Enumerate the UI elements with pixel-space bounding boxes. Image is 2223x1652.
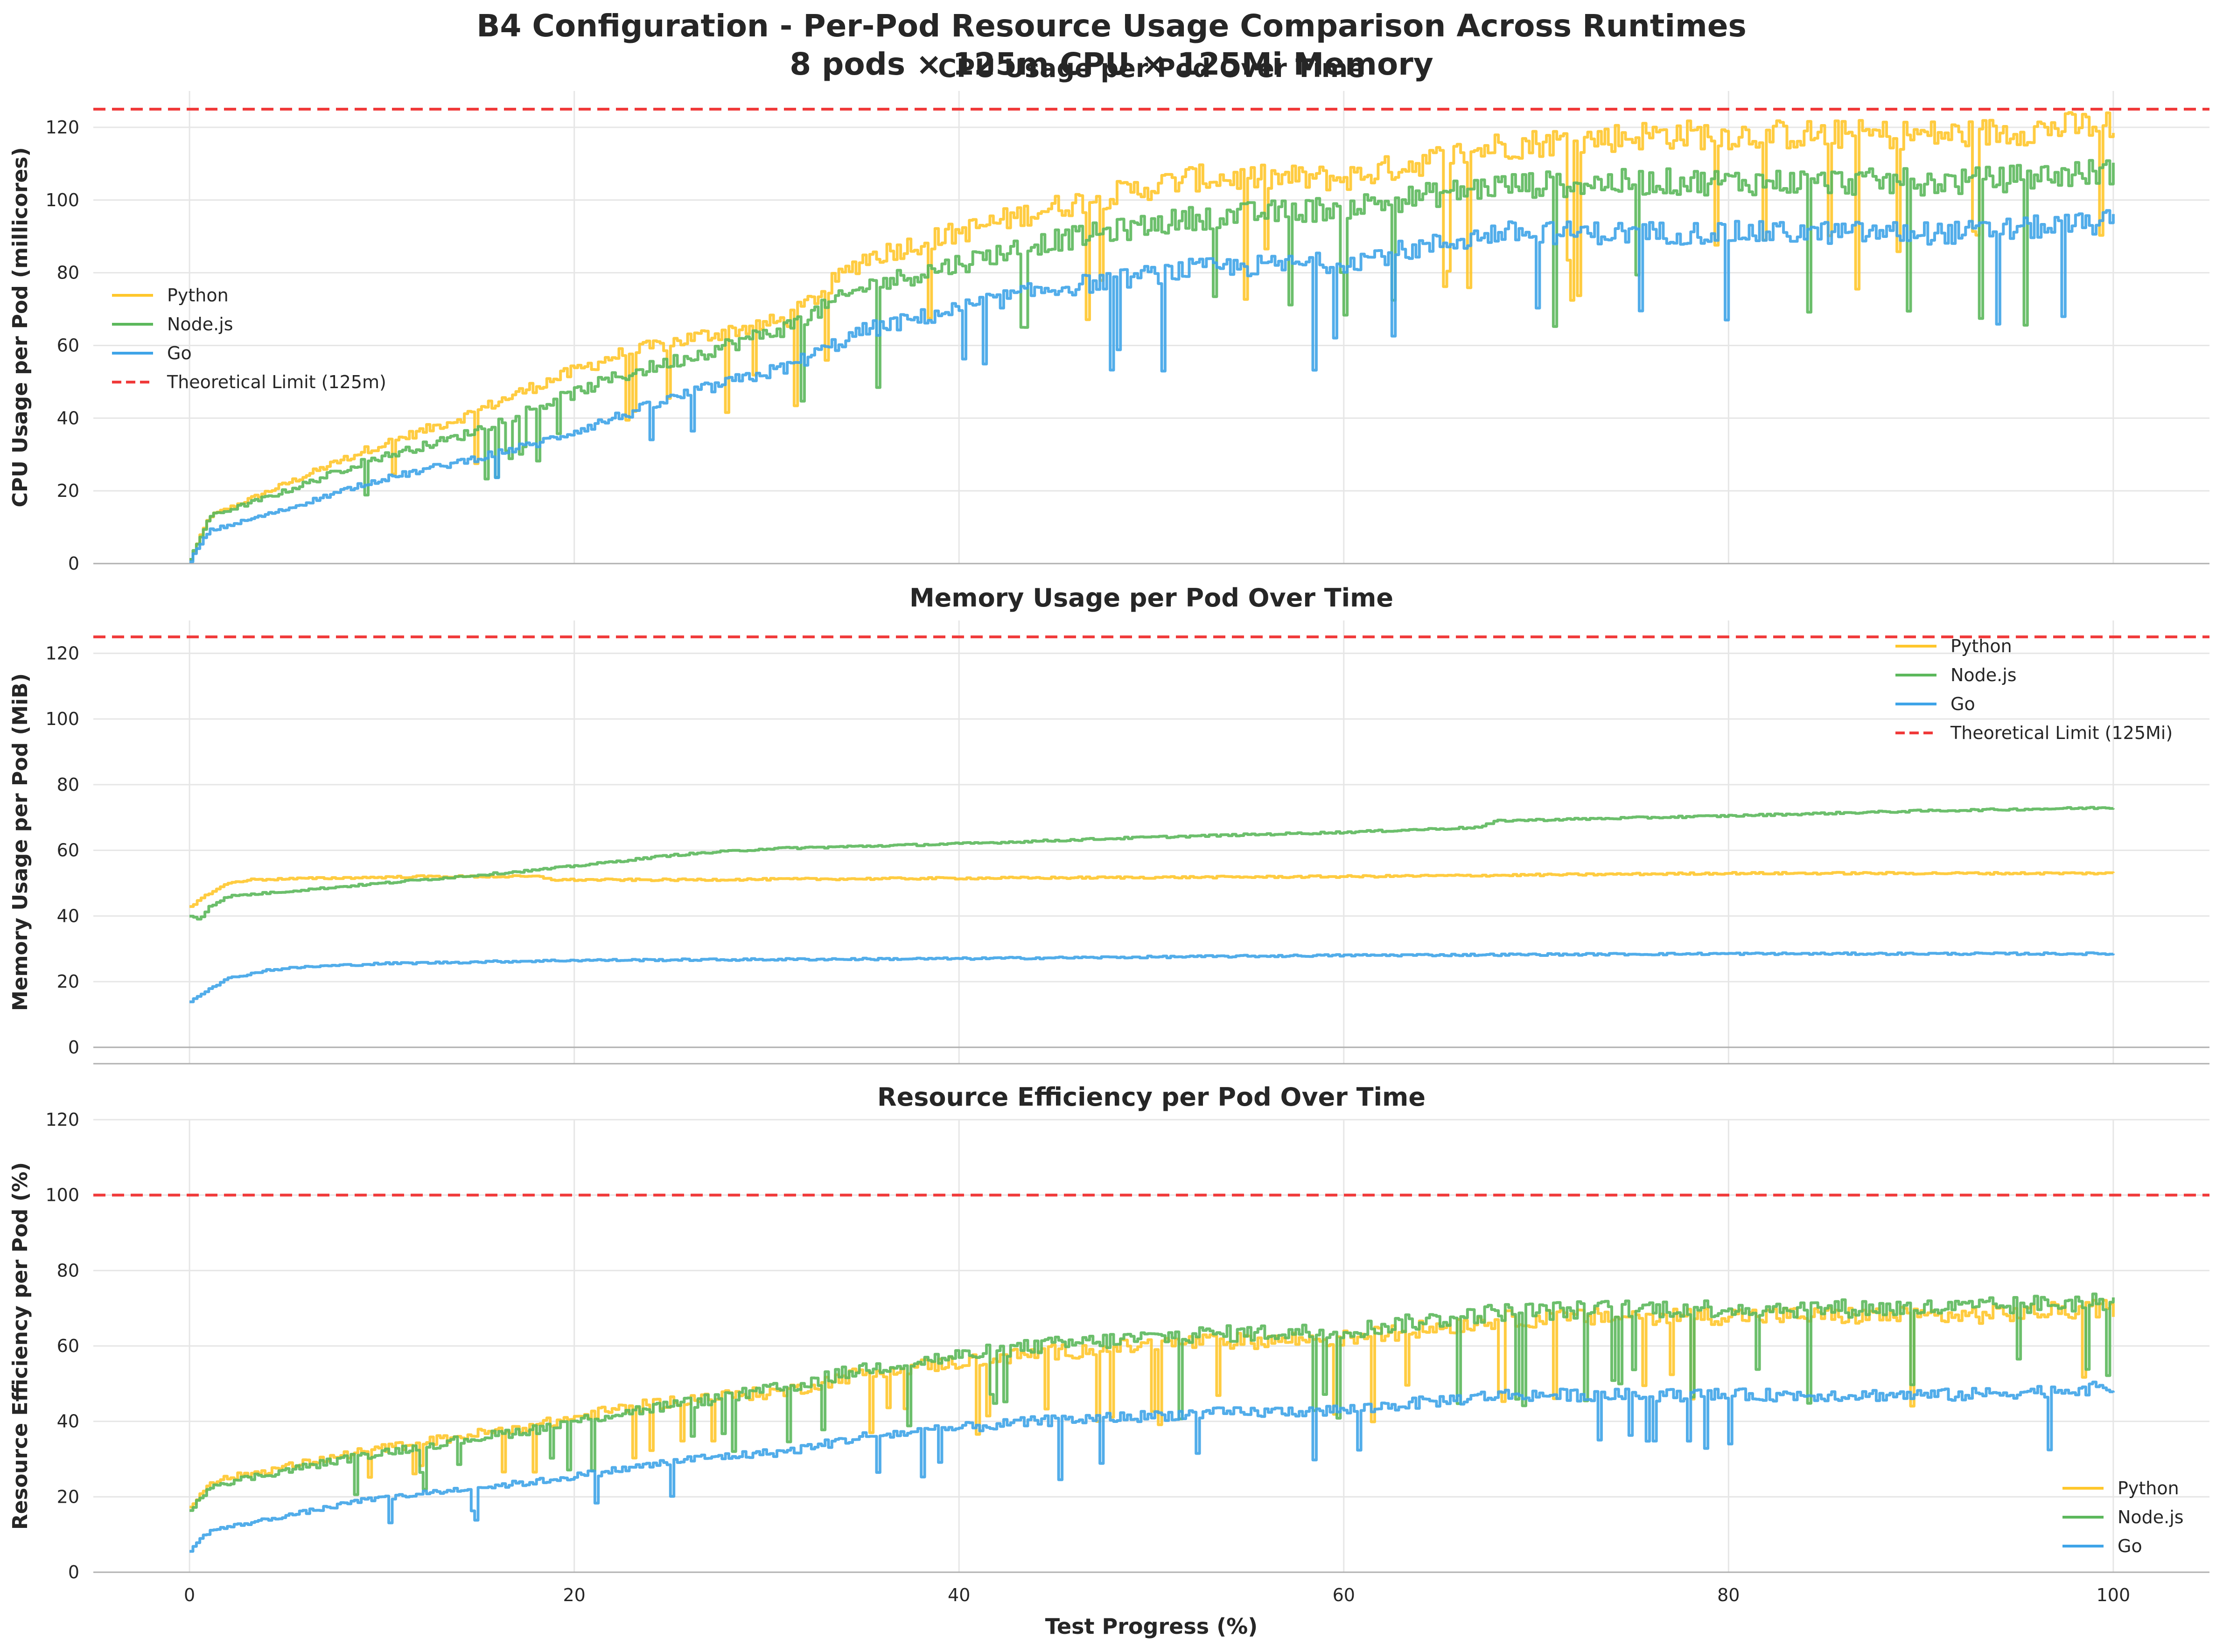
series-line-python	[189, 111, 2115, 561]
panel-title: Resource Efficiency per Pod Over Time	[877, 1082, 1426, 1112]
legend-label: Node.js	[1950, 665, 2017, 685]
panels: 0 20 40 60 80 100 120 CPU Usage per Pod Over Ti…	[8, 54, 2209, 1639]
y-tick-label: 0	[68, 1037, 79, 1058]
series-line-nodejs	[189, 159, 2115, 561]
legend: Python Node.js Go Theoretical Limit (125m)	[112, 285, 386, 392]
series-line-nodejs	[189, 806, 2115, 921]
series-line-go	[189, 1380, 2115, 1553]
legend-label: Go	[1950, 694, 1975, 714]
legend-label: Go	[2118, 1536, 2142, 1556]
panel-2: 0 20 40 60 80 100 120 Memory Usage per Pod Over…	[8, 583, 2209, 1065]
y-tick-label: 20	[57, 481, 79, 501]
x-tick-label: 0	[184, 1585, 195, 1605]
series-line-python	[189, 1299, 2115, 1509]
x-tick-label: 100	[2097, 1585, 2131, 1605]
y-tick-label: 80	[57, 1260, 79, 1281]
y-tick-label: 120	[45, 117, 79, 138]
legend-label: Theoretical Limit (125Mi)	[1950, 723, 2173, 743]
legend: Python Node.js Go	[2062, 1478, 2184, 1556]
y-tick-label: 80	[57, 263, 79, 283]
figure-subtitle: 8 pods × 125m CPU × 125Mi Memory	[790, 46, 1433, 82]
x-tick-label: 60	[1333, 1585, 1355, 1605]
y-tick-label: 120	[45, 643, 79, 663]
figure-title: B4 Configuration - Per-Pod Resource Usag…	[476, 8, 1747, 44]
y-tick-label: 0	[68, 553, 79, 574]
y-tick-label: 20	[57, 971, 79, 992]
series-line-python	[189, 871, 2115, 908]
legend-label: Theoretical Limit (125m)	[167, 372, 386, 392]
y-axis-label: Memory Usage per Pod (MiB)	[8, 673, 32, 1011]
panel-title: Memory Usage per Pod Over Time	[909, 583, 1393, 613]
y-tick-label: 60	[57, 840, 79, 861]
y-tick-label: 120	[45, 1109, 79, 1130]
y-tick-label: 100	[45, 1185, 79, 1206]
legend-label: Python	[2118, 1478, 2179, 1499]
y-axis-label: CPU Usage per Pod (millicores)	[8, 147, 32, 508]
panel-3: 0 20 40 60 80 100 120 0 20 40 60 80 100 Resource Effi…	[8, 1082, 2209, 1639]
x-axis-label: Test Progress (%)	[1045, 1614, 1258, 1639]
y-tick-label: 0	[68, 1562, 79, 1582]
y-tick-label: 100	[45, 190, 79, 210]
series-line-go	[189, 209, 2115, 563]
legend-label: Go	[167, 343, 192, 363]
y-tick-label: 100	[45, 709, 79, 729]
legend-label: Node.js	[2118, 1507, 2184, 1527]
y-tick-label: 20	[57, 1486, 79, 1507]
legend-label: Node.js	[167, 314, 233, 335]
legend-label: Python	[167, 285, 229, 306]
y-tick-label: 40	[57, 1411, 79, 1432]
legend-label: Python	[1950, 636, 2012, 656]
x-tick-label: 80	[1717, 1585, 1740, 1605]
y-tick-label: 40	[57, 408, 79, 428]
y-tick-label: 40	[57, 906, 79, 926]
y-tick-label: 60	[57, 335, 79, 355]
series-line-nodejs	[189, 1292, 2115, 1512]
y-axis-label: Resource Efficiency per Pod (%)	[8, 1162, 32, 1530]
legend: Python Node.js Go Theoretical Limit (125Mi)	[1895, 636, 2173, 743]
y-tick-label: 60	[57, 1336, 79, 1356]
panel-1: 0 20 40 60 80 100 120 CPU Usage per Pod Over Ti…	[8, 54, 2209, 574]
series-line-go	[189, 951, 2115, 1004]
x-tick-label: 20	[563, 1585, 586, 1605]
y-tick-label: 80	[57, 774, 79, 795]
x-tick-label: 40	[948, 1585, 970, 1605]
panel-title: CPU Usage per Pod Over Time	[938, 54, 1365, 83]
